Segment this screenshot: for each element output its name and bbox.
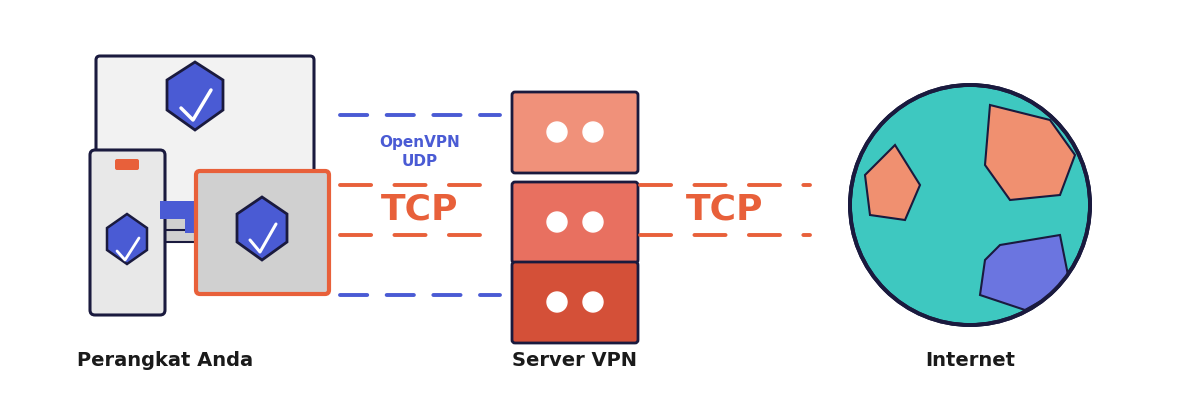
Text: Internet: Internet [925,350,1015,370]
FancyBboxPatch shape [114,159,139,170]
Polygon shape [168,62,223,130]
FancyBboxPatch shape [512,182,638,263]
Circle shape [548,212,568,232]
Circle shape [583,212,603,232]
Polygon shape [865,145,920,220]
FancyBboxPatch shape [130,230,228,242]
FancyBboxPatch shape [512,262,638,343]
Circle shape [548,292,568,312]
Circle shape [548,122,568,142]
Circle shape [850,85,1090,325]
Text: Perangkat Anda: Perangkat Anda [77,350,253,370]
Circle shape [583,292,603,312]
FancyBboxPatch shape [90,150,165,315]
FancyBboxPatch shape [96,56,314,219]
Text: Server VPN: Server VPN [512,350,637,370]
Text: TCP: TCP [381,193,459,227]
Polygon shape [107,214,148,264]
FancyBboxPatch shape [160,201,235,219]
FancyBboxPatch shape [512,92,638,173]
Polygon shape [237,197,287,260]
Text: TCP: TCP [687,193,763,227]
FancyBboxPatch shape [163,215,195,233]
FancyBboxPatch shape [196,171,329,294]
Circle shape [583,122,603,142]
Polygon shape [985,105,1075,200]
Text: OpenVPN
UDP: OpenVPN UDP [380,135,460,169]
Polygon shape [981,235,1070,310]
FancyBboxPatch shape [185,219,235,233]
